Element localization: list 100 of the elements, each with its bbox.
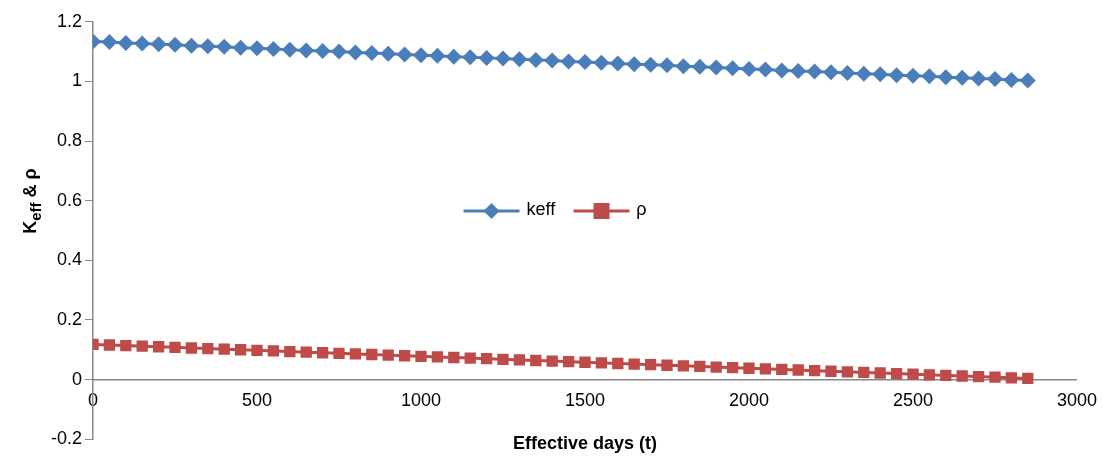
point xyxy=(661,359,673,371)
point xyxy=(872,66,889,83)
x-tick-label: 500 xyxy=(241,390,273,411)
point xyxy=(1022,372,1034,385)
point xyxy=(429,47,446,64)
point xyxy=(1003,71,1020,88)
y-tick-label: 0.6 xyxy=(56,189,83,210)
point xyxy=(562,356,575,368)
point xyxy=(249,40,266,57)
point xyxy=(216,38,233,55)
point xyxy=(956,370,968,382)
point xyxy=(937,69,954,86)
point xyxy=(593,54,610,71)
point xyxy=(989,371,1001,383)
point xyxy=(612,357,624,370)
point xyxy=(366,348,378,361)
point xyxy=(546,355,558,367)
point xyxy=(103,339,116,351)
x-axis-title: Effective days (t) xyxy=(512,432,658,453)
point xyxy=(970,70,987,87)
point xyxy=(841,366,854,378)
y-tick-label: 0.4 xyxy=(56,249,83,270)
point xyxy=(415,350,427,362)
point xyxy=(136,340,148,352)
point xyxy=(759,363,772,375)
point xyxy=(347,44,364,61)
point xyxy=(448,351,460,364)
point xyxy=(462,49,479,66)
point xyxy=(445,48,462,65)
point xyxy=(792,364,804,376)
point xyxy=(773,62,790,79)
x-tick-label: 3000 xyxy=(1056,390,1097,411)
point xyxy=(954,69,971,86)
point xyxy=(888,67,905,84)
point xyxy=(480,353,493,365)
point xyxy=(183,37,200,54)
point xyxy=(513,354,526,366)
point xyxy=(431,351,444,363)
point xyxy=(331,43,348,60)
point xyxy=(478,49,495,66)
point xyxy=(363,45,380,62)
legend-label: ρ xyxy=(636,199,647,220)
point xyxy=(904,67,921,84)
point xyxy=(134,35,151,52)
point xyxy=(167,36,184,53)
point xyxy=(757,61,774,78)
point xyxy=(281,41,298,58)
point xyxy=(806,63,823,80)
point xyxy=(234,344,247,356)
point xyxy=(298,42,315,59)
point xyxy=(972,370,985,383)
point xyxy=(628,358,640,370)
point xyxy=(382,349,394,361)
point xyxy=(101,34,118,51)
point xyxy=(232,39,249,56)
point xyxy=(202,342,214,355)
point xyxy=(743,362,755,374)
x-tick-label: 0 xyxy=(88,390,99,411)
point xyxy=(497,353,509,365)
point xyxy=(595,357,608,369)
point xyxy=(677,360,690,372)
point xyxy=(152,341,165,353)
x-tick-label: 2500 xyxy=(892,390,934,411)
point xyxy=(1005,372,1018,384)
point xyxy=(626,56,643,73)
point xyxy=(316,347,329,359)
point xyxy=(314,43,331,60)
point xyxy=(560,53,577,70)
point xyxy=(776,363,788,376)
point xyxy=(577,54,593,71)
y-tick-label: 1.2 xyxy=(56,10,83,31)
point xyxy=(120,339,132,352)
point xyxy=(218,343,230,355)
point xyxy=(396,46,413,63)
point xyxy=(858,366,870,379)
y-tick-label: 0.2 xyxy=(56,308,83,329)
point xyxy=(349,348,362,360)
y-tick-label: 1 xyxy=(72,70,83,91)
y-tick-label: -0.2 xyxy=(50,428,83,449)
point xyxy=(825,365,837,377)
point xyxy=(544,52,561,69)
point xyxy=(267,345,280,357)
point xyxy=(150,36,167,53)
point xyxy=(710,361,722,373)
point xyxy=(333,347,345,359)
point xyxy=(675,58,692,75)
point xyxy=(464,352,476,364)
point xyxy=(708,59,725,76)
point xyxy=(724,60,741,77)
point xyxy=(940,369,952,382)
x-tick-label: 1000 xyxy=(400,390,442,411)
point xyxy=(808,364,821,377)
point xyxy=(907,368,919,380)
point xyxy=(726,361,739,374)
point xyxy=(169,341,181,354)
point xyxy=(658,57,675,74)
point xyxy=(530,354,542,367)
point xyxy=(380,45,397,62)
point xyxy=(855,65,872,82)
y-tick-label: 0.8 xyxy=(56,130,83,151)
